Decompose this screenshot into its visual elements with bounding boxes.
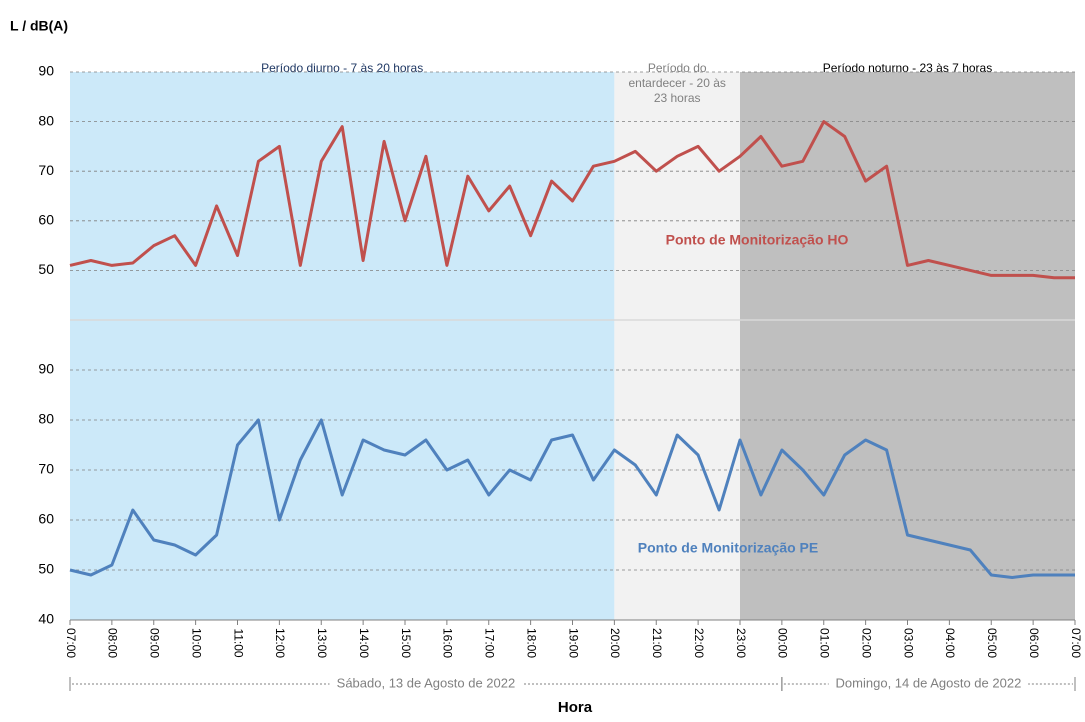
series-line — [69, 120, 1075, 280]
x-tick-label: 08:00 — [106, 628, 120, 658]
x-tick-label: 09:00 — [148, 628, 162, 658]
x-tick-label: 19:00 — [566, 628, 580, 658]
y-axis-title: L / dB(A) — [10, 18, 68, 34]
x-tick-label: 12:00 — [273, 628, 287, 658]
series-label: Ponto de Monitorização PE — [638, 540, 818, 556]
x-tick-label: 21:00 — [650, 628, 664, 658]
x-tick-label: 00:00 — [776, 628, 790, 658]
x-tick-label: 23:00 — [734, 628, 748, 658]
x-tick-label: 01:00 — [818, 628, 832, 658]
y-tick-label: 60 — [38, 511, 54, 527]
period-label: Período diurno - 7 às 20 horas — [261, 61, 423, 75]
period-label: Período do — [648, 61, 707, 75]
x-tick-label: 07:00 — [64, 628, 78, 658]
y-tick-label: 90 — [38, 63, 54, 79]
y-tick-label: 40 — [38, 611, 54, 627]
y-tick-label: 60 — [38, 212, 54, 228]
series-line — [69, 418, 1075, 579]
x-tick-label: 20:00 — [608, 628, 622, 658]
period-band — [70, 72, 615, 620]
x-tick-label: 02:00 — [859, 628, 873, 658]
period-label: entardecer - 20 às — [628, 76, 725, 90]
period-band — [740, 72, 1075, 620]
y-tick-label: 90 — [38, 361, 54, 377]
x-tick-label: 05:00 — [985, 628, 999, 658]
date-label-bg — [828, 676, 1029, 692]
x-tick-label: 22:00 — [692, 628, 706, 658]
y-tick-label: 70 — [38, 461, 54, 477]
y-tick-label: 80 — [38, 411, 54, 427]
x-tick-label: 04:00 — [943, 628, 957, 658]
x-axis-title: Hora — [558, 699, 593, 716]
y-tick-label: 80 — [38, 112, 54, 128]
x-tick-label: 06:00 — [1027, 628, 1041, 658]
y-tick-label: 70 — [38, 162, 54, 178]
period-label: Período noturno - 23 às 7 horas — [823, 61, 992, 75]
x-tick-label: 03:00 — [901, 628, 915, 658]
x-tick-label: 07:00 — [1069, 628, 1083, 658]
x-tick-label: 11:00 — [231, 628, 245, 657]
date-label-bg — [329, 676, 523, 692]
x-tick-label: 10:00 — [189, 628, 203, 658]
x-tick-label: 13:00 — [315, 628, 329, 658]
period-label: 23 horas — [654, 91, 701, 105]
series-label: Ponto de Monitorização HO — [666, 232, 849, 248]
y-tick-label: 50 — [38, 261, 54, 277]
y-tick-label: 50 — [38, 561, 54, 577]
period-band — [614, 72, 740, 620]
x-tick-label: 17:00 — [483, 628, 497, 658]
date-label: Sábado, 13 de Agosto de 2022 — [337, 675, 516, 690]
x-tick-label: 18:00 — [524, 628, 538, 658]
date-label: Domingo, 14 de Agosto de 2022 — [836, 675, 1022, 690]
x-tick-label: 16:00 — [441, 628, 455, 658]
x-tick-label: 14:00 — [357, 628, 371, 658]
x-tick-label: 15:00 — [399, 628, 413, 658]
